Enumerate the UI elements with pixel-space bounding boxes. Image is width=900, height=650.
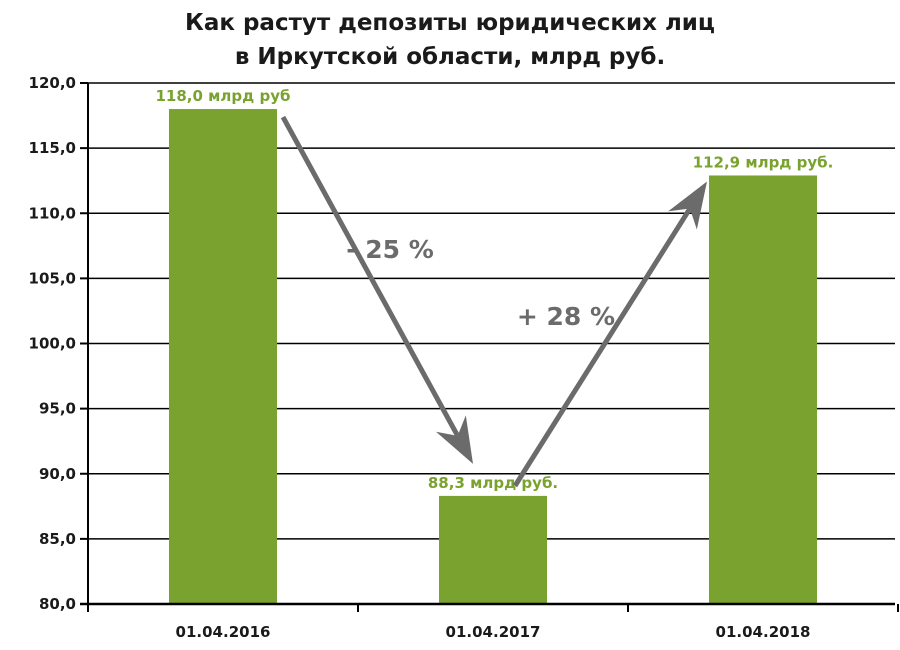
y-tick-label: 95,0	[39, 400, 76, 418]
bar	[169, 109, 277, 605]
bar	[439, 495, 547, 604]
data-label: 112,9 млрд руб.	[693, 153, 834, 171]
y-tick-label: 115,0	[29, 139, 76, 157]
x-category-label: 01.04.2016	[176, 623, 271, 641]
y-tick-label: 120,0	[29, 74, 76, 92]
change-annotation: + 28 %	[517, 302, 615, 331]
arrow-shaft	[512, 207, 693, 488]
y-tick-label: 85,0	[39, 530, 76, 548]
arrow-shaft	[280, 115, 460, 438]
x-category-label: 01.04.2018	[716, 623, 811, 641]
chart-title: Как растут депозиты юридических лиц в Ир…	[0, 6, 900, 74]
y-tick-label: 100,0	[29, 335, 76, 353]
chart-title-line2: в Иркутской области, млрд руб.	[234, 44, 666, 70]
bar	[709, 175, 817, 605]
arrow-head	[668, 181, 707, 230]
y-tick-label: 105,0	[29, 269, 76, 287]
y-tick-label: 80,0	[39, 595, 76, 613]
x-category-label: 01.04.2017	[446, 623, 541, 641]
data-label: 88,3 млрд руб.	[428, 474, 558, 492]
y-tick-label: 110,0	[29, 204, 76, 222]
chart-title-line1: Как растут депозиты юридических лиц	[185, 10, 715, 36]
y-tick-label: 90,0	[39, 465, 76, 483]
arrow-head	[435, 415, 473, 464]
data-label: 118,0 млрд руб	[156, 87, 291, 105]
